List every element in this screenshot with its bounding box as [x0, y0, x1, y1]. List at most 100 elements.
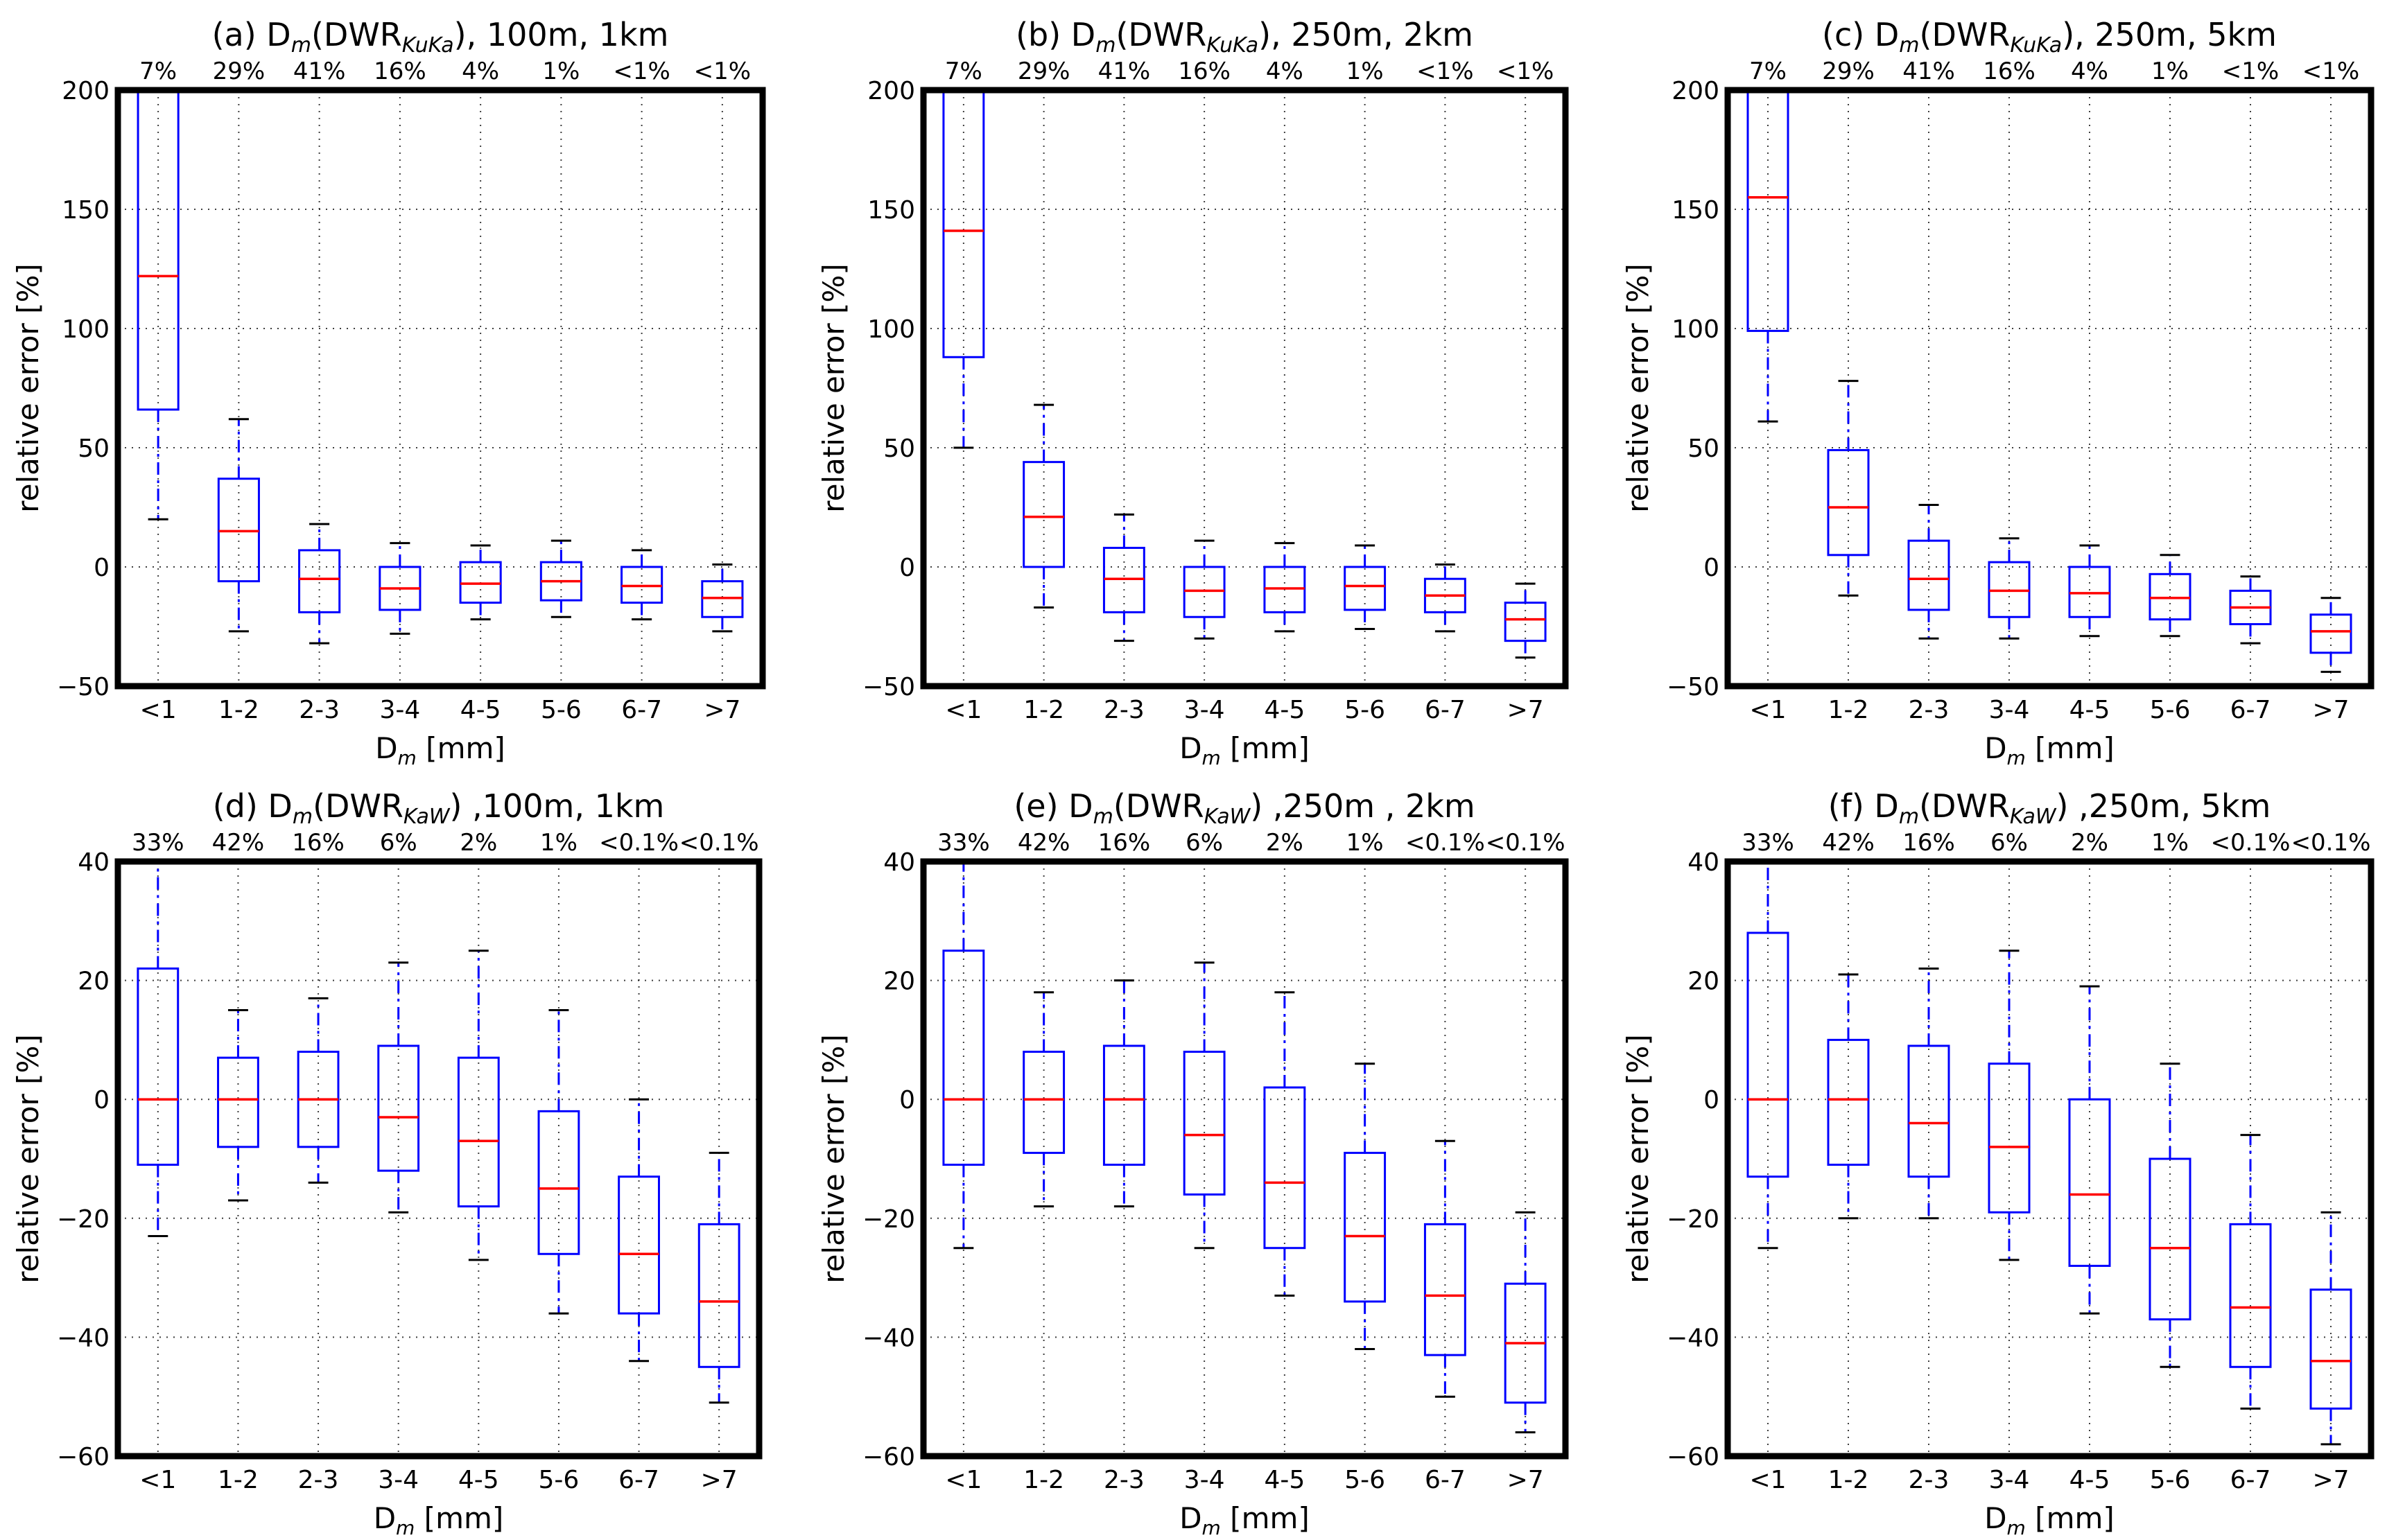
category-percentage: 16% [1178, 58, 1231, 85]
box-group [1748, 90, 2351, 672]
x-tick-label: 4-5 [2069, 1466, 2110, 1494]
chart-panel-b: 200 150 100 50 0 −50 <1 1-2 2-3 3-4 4-5 5-6 6-7 >7 7% 2… [817, 16, 1565, 769]
x-tick-label: 3-4 [379, 696, 420, 724]
y-tick-label: 100 [867, 315, 915, 344]
x-axis-label: Dm [mm] [375, 731, 505, 769]
category-percentage: 7% [1749, 58, 1787, 85]
y-tick-label: 150 [1672, 196, 1719, 225]
x-tick-label: 3-4 [1184, 696, 1225, 724]
y-tick-label: −20 [1667, 1205, 1719, 1234]
category-percentage: 6% [380, 829, 417, 857]
panel-title: (b) Dm(DWRKuKa), 250m, 2km [1016, 16, 1473, 58]
axes-frame [118, 861, 759, 1456]
x-tick-label: 6-7 [1425, 696, 1466, 724]
box-group [138, 90, 743, 643]
y-tick-label: 200 [62, 77, 110, 105]
box-iqr [2311, 1290, 2351, 1409]
category-percentage: 16% [1098, 829, 1151, 857]
box-iqr [2230, 1224, 2271, 1367]
category-percentage: <1% [613, 58, 670, 85]
category-percentage: <1% [2222, 58, 2279, 85]
box-iqr [1345, 1153, 1385, 1302]
x-tick-label: 2-3 [1104, 696, 1145, 724]
x-tick-label: <1 [945, 696, 982, 724]
axes-frame [923, 861, 1565, 1456]
panel-title: (d) Dm(DWRKaW) ,100m, 1km [213, 787, 665, 829]
box-iqr [699, 1224, 739, 1367]
box-iqr [1748, 90, 1788, 331]
box-iqr [1024, 462, 1064, 567]
x-tick-label: 4-5 [460, 696, 501, 724]
y-tick-label: −40 [57, 1324, 110, 1352]
axes-frame [1728, 90, 2371, 686]
category-percentage: 16% [1902, 829, 1955, 857]
box-iqr [1828, 450, 1868, 554]
category-percentage: 29% [1018, 58, 1070, 85]
x-tick-label: 4-5 [2069, 696, 2110, 724]
chart-panel-d: 40 20 0 −20 −40 −60 <1 1-2 2-3 3-4 4-5 5-6 6-7 >7 33% 4… [11, 787, 759, 1539]
y-tick-label: 40 [883, 848, 915, 877]
y-tick-label: 20 [1687, 968, 1719, 996]
x-tick-label: 5-6 [2150, 696, 2191, 724]
x-axis-label: Dm [mm] [1179, 731, 1310, 769]
category-percentage: 1% [1346, 829, 1384, 857]
x-tick-label: 5-6 [1344, 1466, 1385, 1494]
x-tick-label: 5-6 [2150, 1466, 2191, 1494]
category-percentage: <1% [1416, 58, 1473, 85]
y-tick-label: −20 [862, 1205, 915, 1234]
x-tick-label: >7 [1507, 1466, 1544, 1494]
y-tick-label: 0 [899, 554, 915, 582]
chart-panel-a: 200150100500−50<1 1-2 2-3 3-4 4-5 5-6 6-7 >77% 2… [11, 16, 763, 769]
x-tick-label: 1-2 [1828, 696, 1869, 724]
y-axis-label: relative error [%] [11, 263, 45, 512]
axes-frame [118, 90, 763, 686]
box-group [944, 90, 1545, 658]
category-percentage: 7% [139, 58, 177, 85]
x-tick-label: >7 [2312, 696, 2349, 724]
y-tick-label: −40 [1667, 1324, 1719, 1352]
y-tick-label: 40 [78, 848, 110, 877]
x-tick-label: <1 [1749, 1466, 1786, 1494]
x-tick-label: 3-4 [1989, 1466, 2030, 1494]
category-percentage: 42% [1822, 829, 1875, 857]
category-percentage: 33% [937, 829, 990, 857]
y-tick-label: 0 [1703, 554, 1719, 582]
y-tick-label: −40 [862, 1324, 915, 1352]
x-tick-label: 2-3 [299, 696, 340, 724]
category-percentage: <0.1% [2291, 829, 2371, 857]
category-percentage: 42% [212, 829, 265, 857]
x-tick-label: <1 [945, 1466, 982, 1494]
category-percentage: 4% [1266, 58, 1303, 85]
box-iqr [218, 1058, 259, 1147]
x-tick-label: 2-3 [1104, 1466, 1145, 1494]
box-iqr [1184, 1052, 1224, 1195]
axes-frame [1728, 861, 2371, 1456]
x-tick-label: 6-7 [621, 696, 662, 724]
x-tick-label: 1-2 [1023, 1466, 1064, 1494]
x-tick-label: 5-6 [1344, 696, 1385, 724]
category-percentage: <0.1% [679, 829, 759, 857]
y-tick-label: −60 [57, 1443, 110, 1471]
category-percentage: <1% [2302, 58, 2359, 85]
x-tick-label: >7 [2312, 1466, 2349, 1494]
box-iqr [2069, 1099, 2110, 1266]
category-percentage: 2% [1266, 829, 1303, 857]
x-tick-label: 1-2 [1023, 696, 1064, 724]
category-percentage: 4% [2071, 58, 2108, 85]
x-tick-label: <1 [140, 696, 177, 724]
category-percentage: <0.1% [599, 829, 679, 857]
x-axis-label: Dm [mm] [1984, 1501, 2115, 1539]
x-tick-label: 4-5 [458, 1466, 499, 1494]
chart-panel-e: 40 20 0 −20 −40 −60 <1 1-2 2-3 3-4 4-5 5-6 6-7 >7 33% 4… [817, 787, 1565, 1539]
category-percentage: 41% [293, 58, 346, 85]
category-percentage: <1% [1497, 58, 1554, 85]
box-iqr [1505, 603, 1545, 641]
y-tick-label: 200 [1672, 77, 1719, 105]
category-percentage: <0.1% [2211, 829, 2291, 857]
figure: 200150100500−50<1 1-2 2-3 3-4 4-5 5-6 6-7 >77% 2… [0, 0, 2387, 1540]
y-tick-label: −50 [57, 673, 110, 701]
panel-title: (f) Dm(DWRKaW) ,250m, 5km [1828, 787, 2271, 829]
y-axis-label: relative error [%] [817, 263, 851, 512]
x-tick-label: >7 [1507, 696, 1544, 724]
category-percentage: 2% [2071, 829, 2108, 857]
